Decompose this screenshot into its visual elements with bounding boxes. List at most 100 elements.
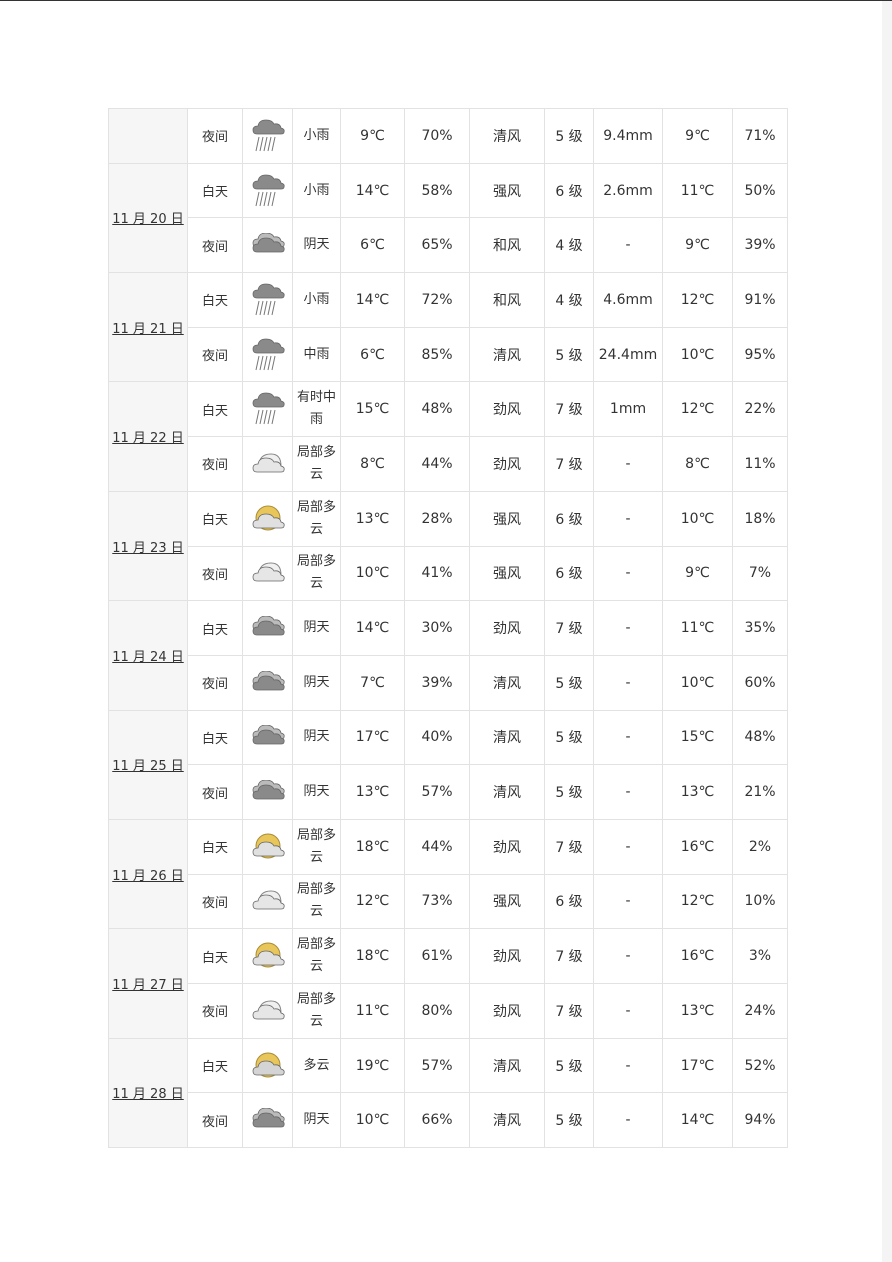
wind-level-cell: 6 级 — [544, 162, 594, 219]
weather-icon-cell — [242, 928, 293, 984]
rain-cloud-icon — [243, 337, 292, 373]
percent-cell: 94% — [732, 1092, 788, 1149]
rain-cloud-icon — [243, 173, 292, 209]
humidity-cell: 57% — [404, 1037, 470, 1094]
overcast-cloud-icon — [243, 725, 292, 749]
weather-cell: 阴天 — [292, 709, 341, 766]
wind-level-cell: 6 级 — [544, 873, 594, 930]
precipitation-cell: - — [593, 983, 663, 1039]
weather-icon-cell — [242, 764, 293, 820]
table-row: 夜间 局部多云 11℃ 80% 劲风 7 级 -13℃ 24% — [109, 983, 788, 1039]
wind-level-cell: 4 级 — [544, 217, 594, 274]
humidity-cell: 70% — [404, 108, 470, 164]
rain-cloud-icon — [243, 282, 292, 318]
temperature-cell: 8℃ — [340, 436, 405, 492]
weather-cell: 局部多云 — [292, 983, 341, 1039]
date-link[interactable]: 11 月 25 日 — [112, 759, 184, 775]
wind-level-cell: 6 级 — [544, 545, 594, 602]
humidity-cell: 57% — [404, 764, 470, 820]
humidity-cell: 44% — [404, 436, 470, 492]
temperature-2-cell: 16℃ — [662, 928, 733, 984]
overcast-cloud-icon — [243, 1108, 292, 1132]
weather-icon-cell — [242, 983, 293, 1039]
weather-icon-cell — [242, 217, 293, 274]
date-link[interactable]: 11 月 26 日 — [112, 868, 184, 884]
date-link[interactable]: 11 月 24 日 — [112, 649, 184, 665]
wind-cell: 和风 — [469, 272, 545, 328]
period-cell: 夜间 — [187, 545, 243, 602]
date-link[interactable]: 11 月 27 日 — [112, 978, 184, 993]
date-link[interactable]: 11 月 21 日 — [112, 321, 184, 337]
temperature-2-cell: 13℃ — [662, 983, 733, 1039]
humidity-cell: 65% — [404, 217, 470, 274]
humidity-cell: 85% — [404, 326, 470, 383]
table-row: 11 月 22 日白天 有时中雨 15℃ 48% 劲风 7 级 1mm 12℃ 22% — [108, 381, 788, 492]
date-cell: 11 月 24 日 — [108, 600, 188, 711]
date-link[interactable]: 11 月 20 日 — [112, 212, 184, 228]
wind-level-cell: 5 级 — [544, 108, 594, 164]
date-link[interactable]: 11 月 23 日 — [112, 540, 184, 556]
precipitation-cell: - — [593, 217, 663, 274]
precipitation-cell: 9.4mm — [593, 108, 663, 164]
weather-cell: 阴天 — [292, 654, 341, 711]
humidity-cell: 61% — [404, 928, 470, 984]
date-cell: 11 月 25 日 — [108, 709, 188, 820]
precipitation-cell: 1mm — [593, 381, 663, 438]
temperature-cell: 9℃ — [340, 108, 405, 164]
temperature-cell: 18℃ — [340, 818, 405, 875]
table-row: 11 月 20 日白天 小雨 14℃ 58% 强风 6 级 2.6mm 11℃ 50% — [108, 162, 788, 274]
temperature-2-cell: 10℃ — [662, 490, 733, 547]
temperature-2-cell: 12℃ — [662, 381, 733, 438]
wind-level-cell: 7 级 — [544, 436, 594, 492]
wind-cell: 强风 — [469, 873, 545, 930]
precipitation-cell: - — [593, 600, 663, 656]
wind-level-cell: 5 级 — [544, 1092, 594, 1149]
weather-cell: 局部多云 — [292, 490, 341, 547]
weather-icon-cell — [242, 162, 293, 219]
wind-cell: 和风 — [469, 217, 545, 274]
partly-cloudy-day-icon — [243, 504, 292, 534]
precipitation-cell: - — [593, 928, 663, 984]
weather-cell: 局部多云 — [292, 545, 341, 602]
wind-level-cell: 5 级 — [544, 764, 594, 820]
temperature-cell: 12℃ — [340, 873, 405, 930]
date-link[interactable]: 11 月 22 日 — [112, 431, 184, 447]
table-row: 11 月 21 日白天 小雨 14℃ 72% 和风 4 级 4.6mm 12℃ 91% — [108, 272, 788, 383]
period-cell: 夜间 — [187, 326, 243, 383]
precipitation-cell: - — [593, 654, 663, 711]
precipitation-cell: - — [593, 1092, 663, 1149]
wind-cell: 劲风 — [469, 818, 545, 875]
table-row: 夜间 阴天 6℃ 65% 和风 4 级 -9℃ 39% — [109, 217, 788, 274]
weather-icon-cell — [242, 1092, 293, 1149]
temperature-2-cell: 9℃ — [662, 545, 733, 602]
partly-cloudy-night-icon — [243, 450, 292, 478]
temperature-cell: 13℃ — [340, 490, 405, 547]
table-row: 夜间 中雨 6℃ 85% 清风 5 级 24.4mm 10℃ 95% — [109, 326, 788, 383]
date-link[interactable]: 11 月 28 日 — [112, 1087, 184, 1103]
percent-cell: 7% — [732, 545, 788, 602]
weather-icon-cell — [242, 873, 293, 930]
temperature-2-cell: 16℃ — [662, 818, 733, 875]
temperature-cell: 6℃ — [340, 326, 405, 383]
period-cell: 夜间 — [187, 983, 243, 1039]
table-row: 11 月 26 日白天 局部多云 18℃ 44% 劲风 7 级 -16℃ 2% — [108, 818, 788, 930]
weather-icon-cell — [242, 1037, 293, 1094]
humidity-cell: 66% — [404, 1092, 470, 1149]
wind-level-cell: 5 级 — [544, 1037, 594, 1094]
wind-level-cell: 7 级 — [544, 818, 594, 875]
wind-cell: 清风 — [469, 764, 545, 820]
humidity-cell: 72% — [404, 272, 470, 328]
wind-cell: 劲风 — [469, 983, 545, 1039]
humidity-cell: 80% — [404, 983, 470, 1039]
period-cell: 夜间 — [187, 873, 243, 930]
precipitation-cell: - — [593, 1037, 663, 1094]
temperature-cell: 17℃ — [340, 709, 405, 766]
precipitation-cell: 24.4mm — [593, 326, 663, 383]
period-cell: 夜间 — [187, 654, 243, 711]
precipitation-cell: - — [593, 490, 663, 547]
weather-cell: 局部多云 — [292, 436, 341, 492]
temperature-cell: 6℃ — [340, 217, 405, 274]
weather-icon-cell — [242, 490, 293, 547]
weather-cell: 有时中雨 — [292, 381, 341, 438]
partly-cloudy-night-icon — [243, 559, 292, 587]
